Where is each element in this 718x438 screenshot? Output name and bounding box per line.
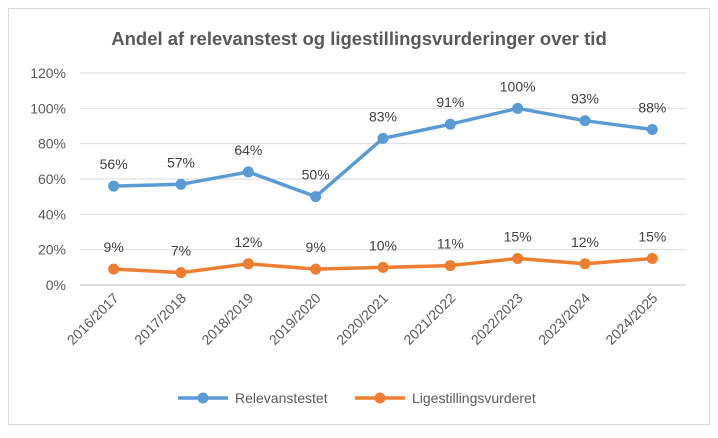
y-tick-label: 60% bbox=[38, 171, 66, 187]
data-point bbox=[579, 258, 591, 270]
data-point bbox=[175, 267, 187, 279]
y-tick-label: 20% bbox=[38, 242, 66, 258]
y-tick-label: 0% bbox=[46, 277, 66, 293]
data-point bbox=[377, 261, 389, 273]
chart-title: Andel af relevanstest og ligestillingsvu… bbox=[111, 28, 607, 49]
data-label: 100% bbox=[500, 78, 536, 94]
data-point bbox=[242, 258, 254, 270]
legend-label: Ligestillingsvurderet bbox=[412, 390, 536, 406]
data-point bbox=[377, 132, 389, 144]
data-point bbox=[579, 115, 591, 127]
chart-border bbox=[8, 8, 710, 425]
legend-label: Relevanstestet bbox=[235, 390, 328, 406]
data-label: 9% bbox=[104, 239, 124, 255]
data-label: 91% bbox=[436, 94, 464, 110]
data-label: 15% bbox=[638, 229, 666, 245]
data-label: 57% bbox=[167, 154, 195, 170]
data-point bbox=[310, 263, 322, 275]
data-label: 15% bbox=[504, 229, 532, 245]
data-label: 93% bbox=[571, 91, 599, 107]
data-label: 11% bbox=[437, 236, 464, 252]
data-point bbox=[512, 253, 524, 264]
y-tick-label: 120% bbox=[30, 65, 66, 81]
data-label: 64% bbox=[234, 142, 262, 158]
data-label: 88% bbox=[638, 100, 666, 116]
data-label: 7% bbox=[171, 243, 191, 259]
data-label: 12% bbox=[234, 234, 262, 250]
legend-marker bbox=[374, 392, 386, 404]
data-label: 10% bbox=[369, 237, 397, 253]
data-point bbox=[512, 102, 524, 114]
data-label: 50% bbox=[302, 167, 330, 183]
legend-marker bbox=[197, 392, 209, 404]
y-tick-label: 40% bbox=[38, 206, 66, 222]
data-label: 56% bbox=[100, 156, 128, 172]
y-tick-label: 100% bbox=[30, 100, 66, 116]
data-point bbox=[444, 260, 456, 272]
data-point bbox=[108, 180, 120, 192]
data-point bbox=[444, 118, 456, 130]
data-point bbox=[242, 166, 254, 178]
data-point bbox=[310, 191, 322, 203]
data-label: 9% bbox=[306, 239, 326, 255]
y-tick-label: 80% bbox=[38, 136, 66, 152]
data-point bbox=[646, 124, 658, 136]
data-label: 12% bbox=[571, 234, 599, 250]
data-label: 83% bbox=[369, 108, 397, 124]
data-point bbox=[646, 253, 658, 264]
data-point bbox=[175, 178, 187, 190]
data-point bbox=[108, 263, 120, 275]
